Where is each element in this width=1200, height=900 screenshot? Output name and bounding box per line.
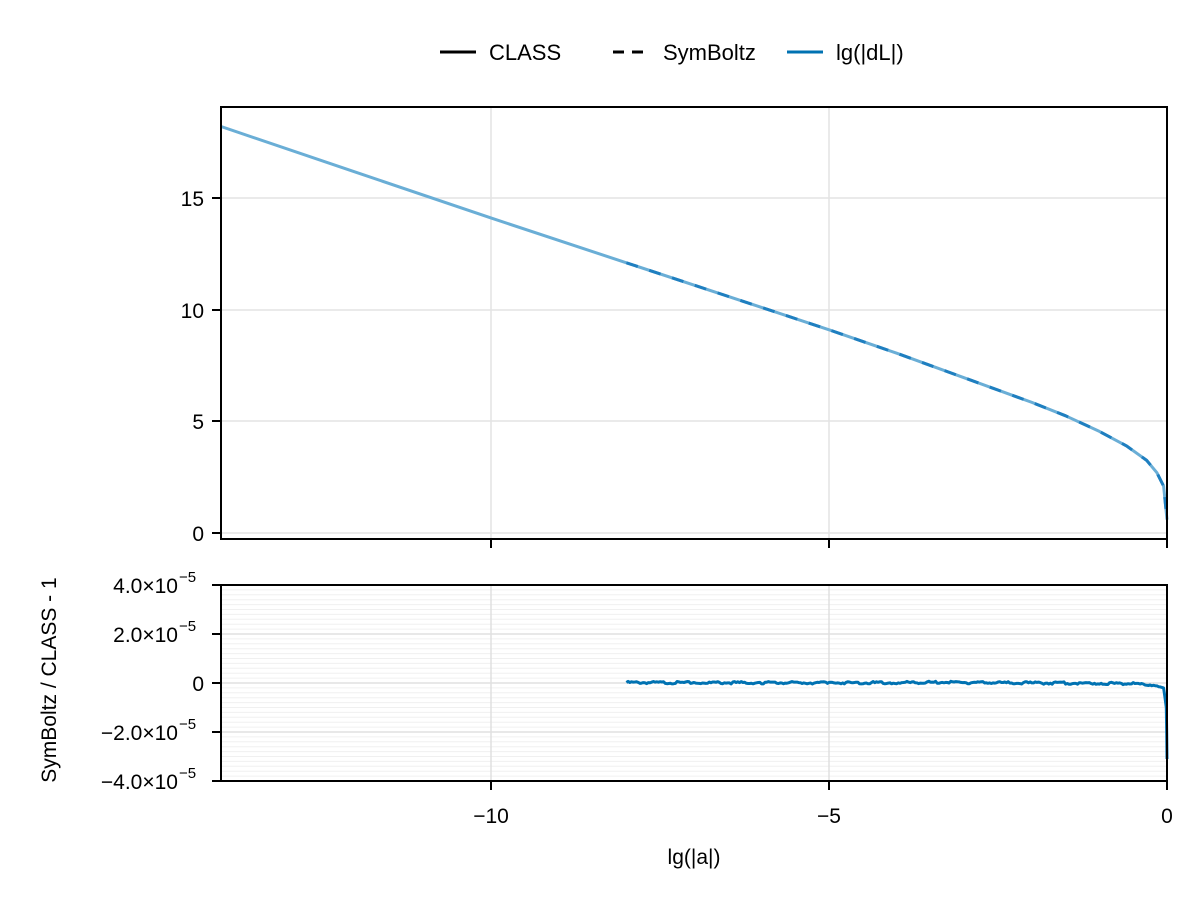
legend-symboltz-label: SymBoltz — [663, 40, 756, 65]
top-ytick-15: 15 — [181, 188, 204, 211]
bottom-panel: 4.0×10 −5 2.0×10 −5 0 −2.0×10 −5 −4.0×10… — [38, 569, 1173, 869]
top-grid — [221, 107, 1167, 539]
bottom-ytick-4e-5-exp: −5 — [179, 569, 196, 586]
bottom-ytick-neg4e-5-exp: −5 — [179, 765, 196, 782]
legend-dl-label: lg(|dL|) — [836, 40, 904, 65]
x-axis-label: lg(|a|) — [668, 846, 721, 869]
bottom-ytick-neg2e-5: −2.0×10 — [101, 722, 178, 745]
bottom-ytick-4e-5: 4.0×10 — [113, 575, 178, 598]
top-panel: 0 5 10 15 — [181, 106, 1169, 548]
top-ytick-5: 5 — [192, 411, 204, 434]
residual-line — [625, 679, 1169, 760]
y-axis-label: SymBoltz / CLASS - 1 — [38, 577, 61, 782]
top-ytick-0: 0 — [192, 523, 204, 546]
class-line — [220, 125, 1169, 520]
top-y-tick-labels: 0 5 10 15 — [181, 188, 204, 546]
bottom-y-tick-labels: 4.0×10 −5 2.0×10 −5 0 −2.0×10 −5 −4.0×10… — [101, 569, 204, 794]
bottom-ytick-neg2e-5-exp: −5 — [179, 716, 196, 733]
legend: CLASS SymBoltz lg(|dL|) — [440, 40, 904, 65]
bottom-ytick-2e-5: 2.0×10 — [113, 624, 178, 647]
bottom-x-ticks — [490, 781, 1168, 790]
symboltz-dashed-line — [625, 261, 1169, 520]
bottom-ytick-neg4e-5: −4.0×10 — [101, 771, 178, 794]
top-y-ticks — [212, 197, 221, 534]
xtick-neg5: −5 — [817, 805, 841, 828]
bottom-ytick-0: 0 — [192, 673, 204, 696]
xtick-neg10: −10 — [473, 805, 509, 828]
bottom-x-tick-labels: −10 −5 0 — [473, 805, 1173, 828]
top-ytick-10: 10 — [181, 300, 204, 323]
bottom-y-ticks — [212, 584, 221, 782]
legend-class-label: CLASS — [489, 40, 561, 65]
bottom-ytick-2e-5-exp: −5 — [179, 618, 196, 635]
bottom-minor-grid — [221, 584, 1167, 782]
top-plot-area — [220, 125, 1169, 520]
top-axes-frame — [220, 106, 1168, 540]
top-x-ticks — [490, 539, 1168, 548]
xtick-0: 0 — [1161, 805, 1173, 828]
